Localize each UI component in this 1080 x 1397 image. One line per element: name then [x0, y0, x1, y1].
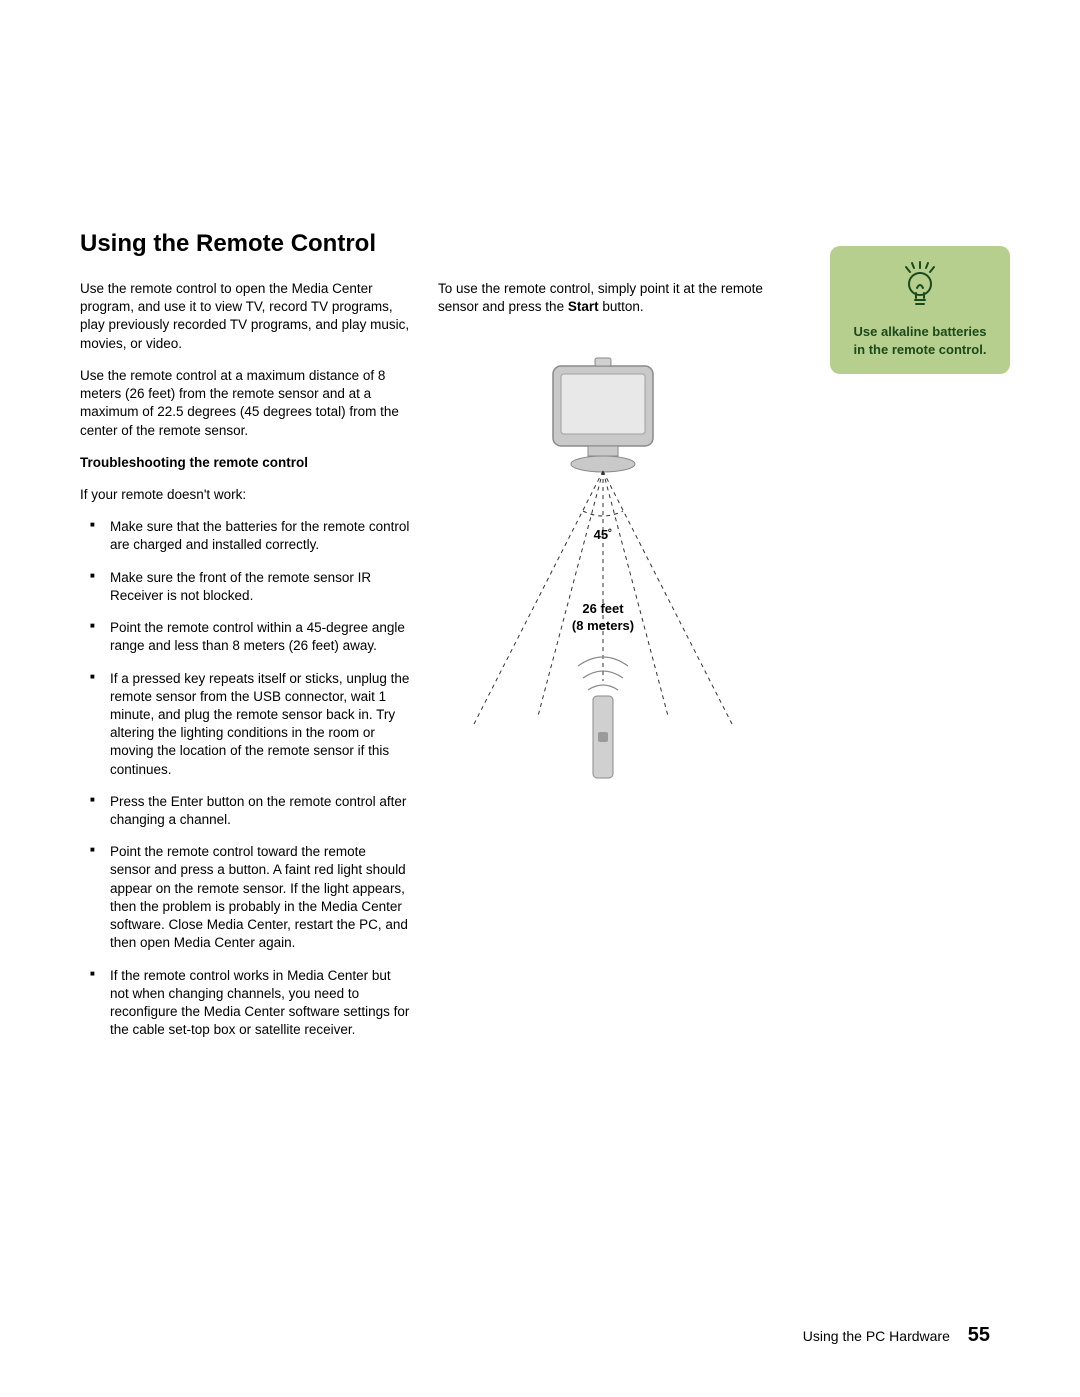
usage-paragraph: To use the remote control, simply point …	[438, 280, 768, 316]
troubleshooting-lead: If your remote doesn't work:	[80, 486, 410, 504]
usage-post: button.	[599, 299, 644, 314]
list-item: Make sure that the batteries for the rem…	[110, 518, 410, 554]
list-item: If a pressed key repeats itself or stick…	[110, 670, 410, 779]
list-item: Make sure the front of the remote sensor…	[110, 569, 410, 605]
troubleshooting-list: Make sure that the batteries for the rem…	[80, 518, 410, 1039]
page-footer: Using the PC Hardware 55	[803, 1324, 990, 1347]
distance-feet: 26 feet	[582, 601, 623, 616]
tip-text: Use alkaline batteries in the remote con…	[842, 323, 998, 358]
list-item: Press the Enter button on the remote con…	[110, 793, 410, 829]
tip-line1: Use alkaline batteries	[854, 324, 987, 339]
troubleshooting-subhead: Troubleshooting the remote control	[80, 454, 410, 472]
start-button-label: Start	[568, 299, 599, 314]
list-item: Point the remote control within a 45-deg…	[110, 619, 410, 655]
document-page: Using the Remote Control Use the remote …	[80, 230, 1000, 1053]
intro-paragraph-1: Use the remote control to open the Media…	[80, 280, 410, 353]
page-number: 55	[968, 1324, 990, 1346]
remote-icon	[593, 696, 613, 778]
footer-section: Using the PC Hardware	[803, 1328, 950, 1344]
distance-meters: (8 meters)	[572, 618, 634, 633]
diagram-svg	[453, 336, 753, 816]
tip-line2: in the remote control.	[854, 342, 987, 357]
angle-label: 45˚	[594, 526, 613, 544]
distance-label: 26 feet (8 meters)	[572, 601, 634, 635]
tip-callout: Use alkaline batteries in the remote con…	[830, 246, 1010, 374]
column-layout: Use the remote control to open the Media…	[80, 280, 1000, 1053]
monitor-icon	[553, 358, 653, 472]
list-item: If the remote control works in Media Cen…	[110, 967, 410, 1040]
list-item: Point the remote control toward the remo…	[110, 843, 410, 952]
left-column: Use the remote control to open the Media…	[80, 280, 410, 1053]
intro-paragraph-2: Use the remote control at a maximum dist…	[80, 367, 410, 440]
middle-column: To use the remote control, simply point …	[438, 280, 768, 816]
remote-range-diagram: 45˚ 26 feet (8 meters)	[453, 336, 753, 816]
range-cone	[473, 471, 733, 726]
lightbulb-icon	[842, 260, 998, 315]
